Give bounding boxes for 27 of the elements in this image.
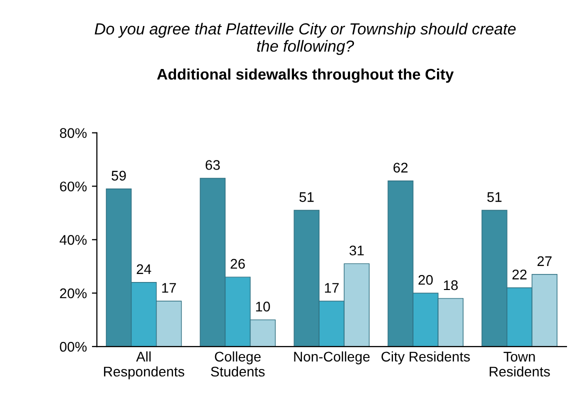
data-label: 17 [324, 283, 339, 293]
x-tick-label: College Students [210, 351, 265, 377]
data-label: 18 [444, 280, 458, 290]
data-label: 51 [299, 192, 314, 202]
x-tick-label: Non-College [294, 351, 370, 364]
y-tick-label: 20% [60, 288, 87, 298]
y-tick-label: 60% [60, 182, 87, 192]
x-tick-label: Town Residents [490, 352, 550, 377]
data-label: 31 [350, 246, 364, 256]
chart-title: Do you agree that Platteville City or Township should create the following? [94, 22, 516, 55]
y-tick-label: 80% [60, 128, 87, 138]
x-tick-label: All Respondents [104, 351, 184, 380]
data-label: 63 [206, 160, 220, 170]
data-label: 20 [418, 274, 433, 285]
data-label: 22 [512, 270, 527, 280]
data-label: 10 [256, 302, 270, 312]
data-label: 59 [112, 170, 126, 181]
y-tick-label: 00% [60, 342, 87, 352]
data-label: 26 [230, 258, 245, 269]
chart-subtitle: Additional sidewalks throughout the City [157, 68, 454, 83]
data-label: 62 [394, 162, 408, 173]
data-label: 27 [538, 256, 552, 266]
data-label: 24 [136, 264, 152, 274]
y-tick-label: 40% [60, 234, 87, 245]
data-label: 17 [162, 283, 176, 293]
data-label: 51 [487, 192, 502, 202]
x-tick-label: City Residents [382, 351, 470, 364]
